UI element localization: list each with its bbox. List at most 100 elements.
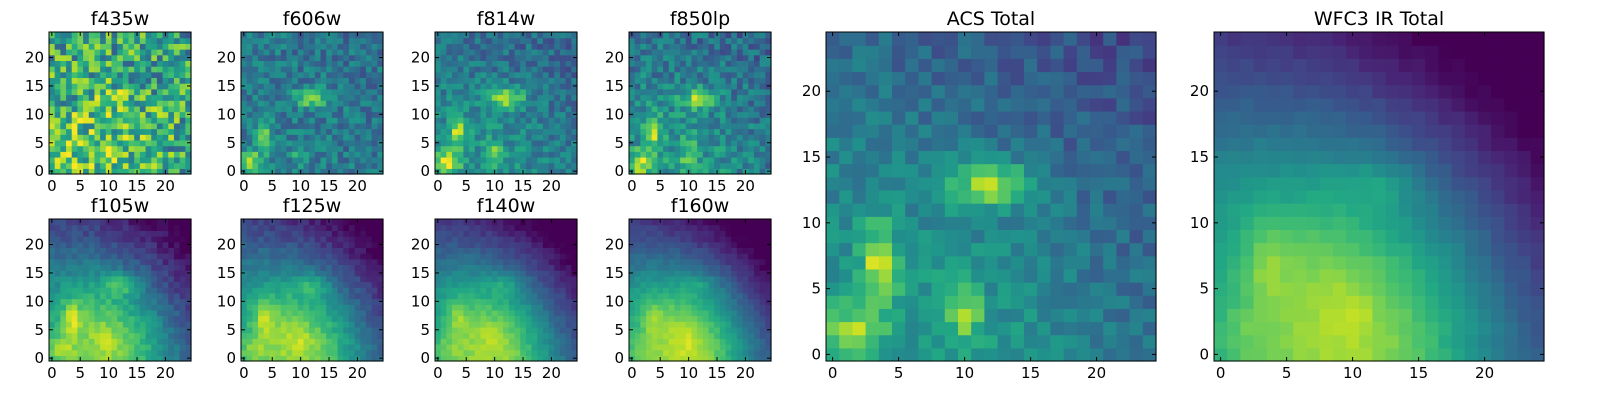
pixel-cell: [486, 281, 493, 288]
pixel-cell: [736, 60, 744, 67]
pixel-cell: [100, 168, 107, 175]
y-tick-label: 10: [605, 105, 624, 123]
pixel-cell: [668, 338, 676, 345]
pixel-cell: [680, 134, 687, 141]
pixel-cell: [348, 71, 356, 79]
pixel-cell: [691, 134, 698, 141]
pixel-cell: [537, 315, 544, 322]
pixel-cell: [292, 100, 299, 107]
pixel-cell: [680, 145, 687, 152]
pixel-cell: [320, 343, 327, 351]
pixel-cell: [565, 258, 572, 266]
pixel-cell: [736, 304, 744, 311]
pixel-cell: [297, 309, 305, 317]
pixel-cell: [554, 139, 561, 147]
pixel-cell: [469, 247, 476, 254]
pixel-cell: [88, 128, 96, 135]
pixel-cell: [252, 37, 259, 44]
pixel-cell: [480, 156, 487, 164]
pixel-cell: [275, 111, 282, 118]
pixel-cell: [337, 122, 344, 130]
pixel-cell: [736, 88, 744, 96]
pixel-cell: [111, 100, 118, 107]
pixel-cell: [292, 315, 299, 322]
pixel-cell: [748, 66, 755, 73]
pixel-cell: [537, 343, 544, 351]
pixel-cell: [469, 355, 476, 362]
pixel-cell: [122, 156, 130, 164]
pixel-cell: [457, 224, 464, 231]
pixel-cell: [663, 355, 670, 362]
pixel-cell: [309, 355, 316, 362]
pixel-cell: [520, 37, 527, 44]
pixel-cell: [491, 321, 499, 328]
pixel-cell: [258, 37, 265, 44]
pixel-cell: [151, 151, 158, 158]
pixel-cell: [286, 77, 293, 84]
pixel-cell: [71, 66, 78, 73]
pixel-cell: [309, 321, 316, 328]
pixel-cell: [377, 37, 384, 44]
pixel-cell: [162, 253, 169, 260]
pixel-cell: [685, 100, 693, 107]
pixel-cell: [520, 94, 527, 101]
pixel-cell: [463, 117, 470, 124]
pixel-cell: [263, 139, 270, 147]
pixel-cell: [145, 315, 152, 322]
pixel-cell: [275, 60, 282, 67]
pixel-cell: [71, 355, 78, 362]
pixel-cell: [348, 117, 356, 124]
pixel-cell: [440, 230, 447, 237]
pixel-cell: [497, 315, 504, 322]
pixel-cell: [559, 83, 567, 90]
pixel-cell: [122, 258, 130, 266]
pixel-cell: [292, 117, 299, 124]
pixel-cell: [480, 49, 487, 56]
pixel-cell: [269, 145, 276, 152]
pixel-cell: [365, 117, 373, 124]
pixel-cell: [134, 338, 141, 345]
pixel-cell: [326, 253, 333, 260]
pixel-cell: [360, 94, 367, 101]
pixel-cell: [162, 332, 169, 339]
pixel-cell: [697, 151, 704, 158]
pixel-cell: [446, 49, 453, 56]
pixel-cell: [128, 224, 135, 231]
pixel-cell: [263, 128, 270, 135]
pixel-cell: [66, 315, 73, 322]
pixel-cell: [139, 122, 147, 130]
pixel-cell: [697, 60, 704, 67]
pixel-cell: [520, 332, 527, 339]
pixel-cell: [531, 134, 538, 141]
pixel-cell: [263, 122, 270, 130]
pixel-cell: [179, 162, 186, 169]
y-tick-label: 15: [411, 77, 430, 95]
pixel-cell: [156, 122, 164, 130]
pixel-cell: [537, 355, 544, 362]
pixel-cell: [134, 275, 141, 283]
pixel-cell: [263, 60, 270, 67]
pixel-cell: [537, 219, 544, 226]
pixel-cell: [548, 332, 555, 339]
pixel-cell: [275, 162, 282, 169]
pixel-cell: [463, 105, 470, 113]
pixel-cell: [309, 54, 316, 61]
pixel-cell: [663, 49, 670, 56]
pixel-cell: [503, 162, 510, 169]
pixel-cell: [508, 32, 516, 39]
pixel-cell: [491, 94, 499, 101]
pixel-cell: [759, 88, 766, 96]
pixel-cell: [134, 88, 141, 96]
pixel-cell: [565, 264, 572, 271]
pixel-cell: [185, 122, 192, 130]
pixel-cell: [674, 156, 681, 164]
pixel-cell: [111, 151, 118, 158]
pixel-cell: [651, 139, 658, 147]
pixel-cell: [117, 145, 124, 152]
y-tick-label: 0: [420, 162, 430, 180]
pixel-cell: [753, 287, 761, 294]
pixel-cell: [66, 60, 73, 67]
pixel-cell: [646, 37, 653, 44]
pixel-cell: [520, 139, 527, 147]
y-tick-label: 0: [226, 349, 236, 367]
